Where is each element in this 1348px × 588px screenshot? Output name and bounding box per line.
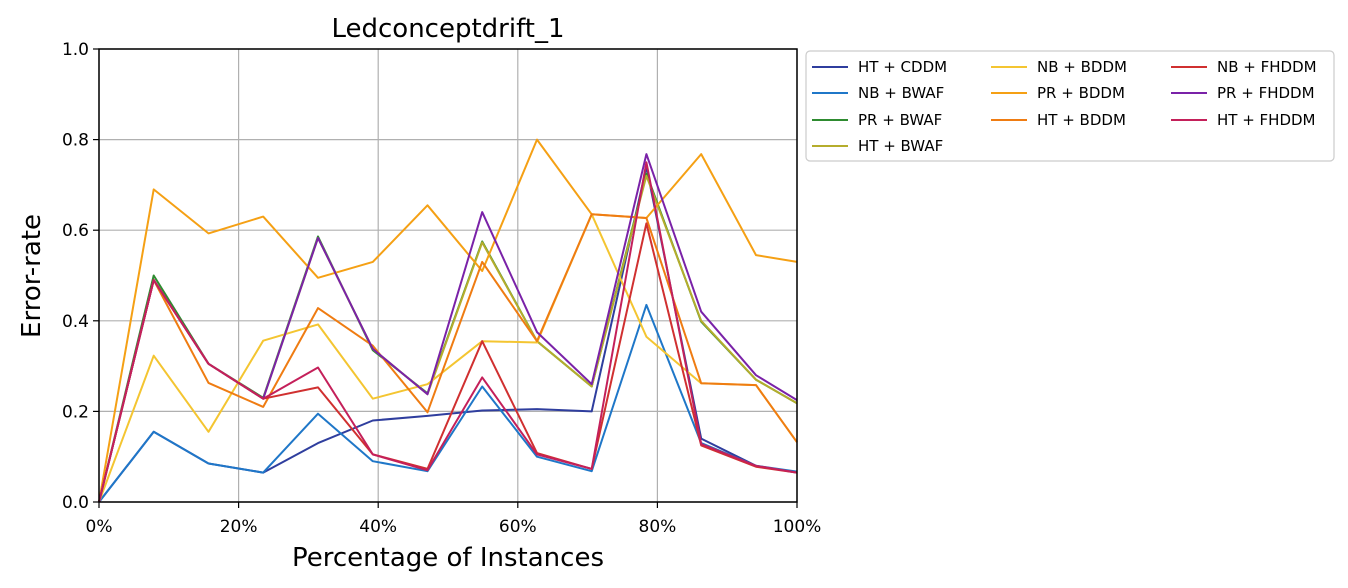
- x-tick-label: 0%: [86, 517, 113, 537]
- series-lines: [98, 138, 798, 503]
- legend-box: [805, 50, 1335, 162]
- series-line: [98, 153, 798, 503]
- legend-label: HT + FHDDM: [1217, 111, 1316, 129]
- y-axis: 0.0 0.2 0.4 0.6 0.8 1.0: [62, 40, 99, 513]
- series-line: [98, 213, 798, 503]
- y-axis-label: Error-rate: [17, 214, 47, 338]
- legend-label: PR + BWAF: [858, 111, 942, 129]
- x-tick-label: 40%: [359, 517, 397, 537]
- y-tick-label: 0.6: [62, 221, 89, 241]
- y-tick-label: 1.0: [62, 40, 89, 60]
- y-tick-label: 0.8: [62, 131, 89, 151]
- plot-frame: [98, 48, 798, 503]
- legend-label: PR + BDDM: [1037, 84, 1125, 102]
- series-line: [98, 213, 798, 503]
- legend-label: HT + CDDM: [858, 58, 947, 76]
- series-line: [98, 138, 798, 503]
- legend-label: NB + FHDDM: [1217, 58, 1317, 76]
- legend-label: NB + BWAF: [858, 84, 944, 102]
- series-line: [98, 303, 798, 503]
- x-tick-label: 100%: [773, 517, 822, 537]
- x-tick-label: 80%: [639, 517, 677, 537]
- y-tick-label: 0.0: [62, 493, 89, 513]
- legend-label: HT + BDDM: [1037, 111, 1126, 129]
- series-line: [98, 161, 798, 503]
- x-tick-label: 60%: [499, 517, 537, 537]
- y-tick-label: 0.2: [62, 402, 89, 422]
- series-line: [98, 174, 798, 503]
- x-tick-label: 20%: [220, 517, 258, 537]
- legend: HT + CDDM NB + BWAF PR + BWAF HT + BWAF NB +…: [805, 50, 1335, 162]
- legend-label: HT + BWAF: [858, 137, 943, 155]
- x-axis-label: Percentage of Instances: [292, 543, 604, 573]
- legend-label: PR + FHDDM: [1217, 84, 1315, 102]
- chart-title: Ledconceptdrift_1: [331, 14, 564, 44]
- legend-label: NB + BDDM: [1037, 58, 1127, 76]
- y-tick-label: 0.4: [62, 312, 89, 332]
- x-axis: 0% 20% 40% 60% 80% 100%: [86, 502, 822, 537]
